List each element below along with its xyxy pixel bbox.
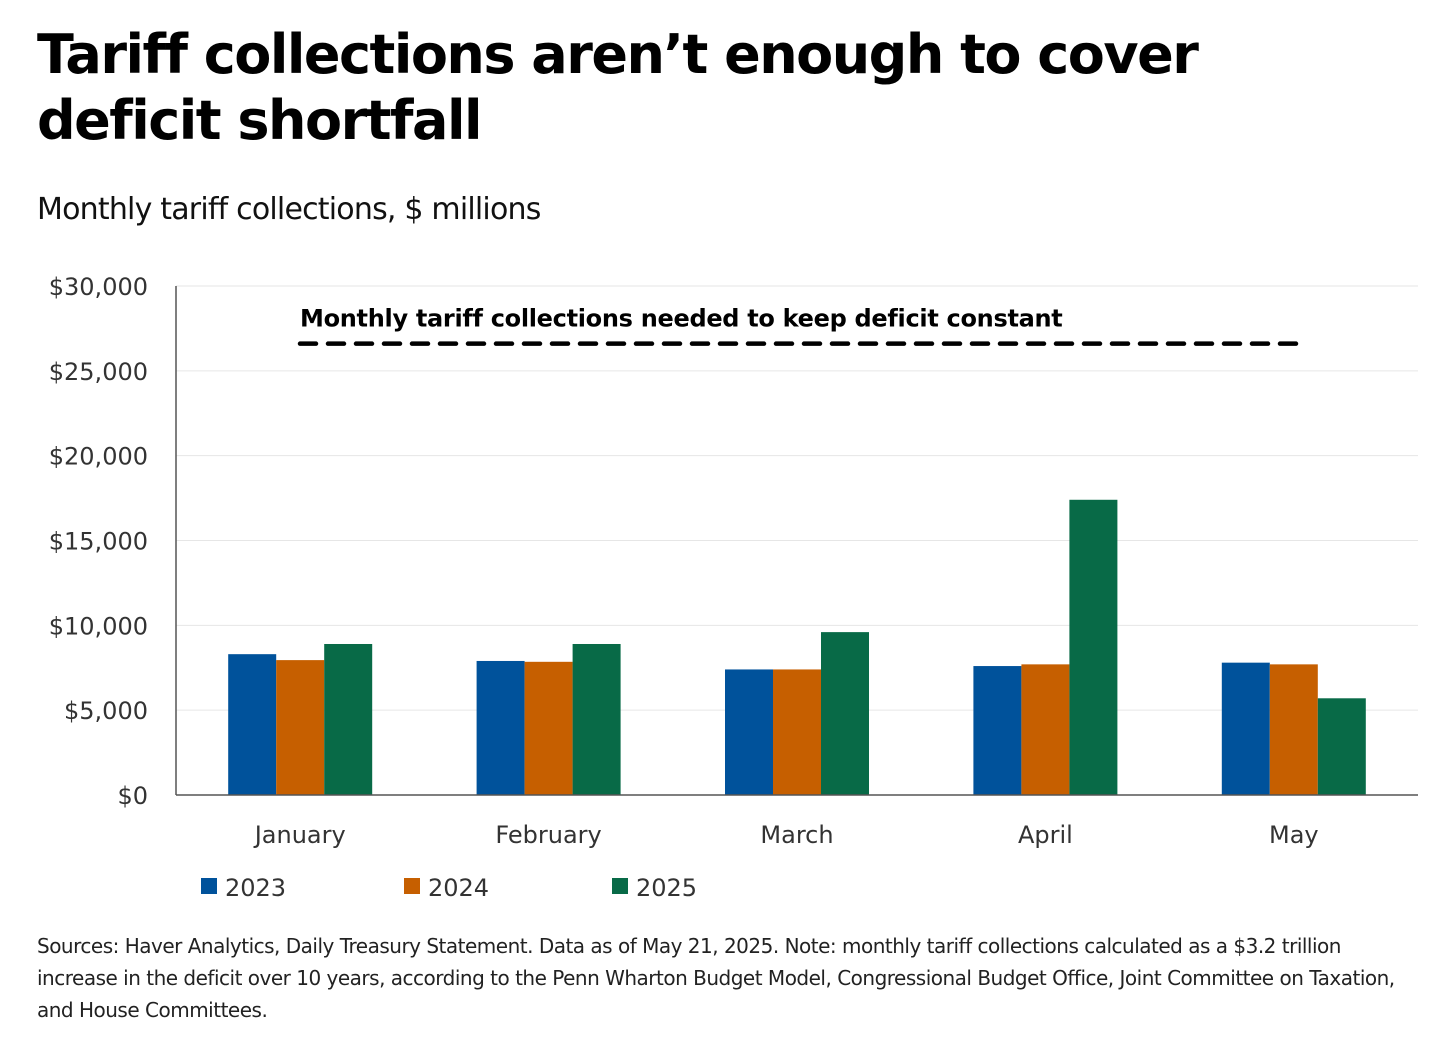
bar-april-2024 bbox=[1021, 664, 1070, 795]
y-tick-label: $25,000 bbox=[49, 358, 148, 386]
bar-group-february bbox=[476, 643, 621, 795]
bar-april-2023 bbox=[973, 666, 1022, 795]
legend-item-2025: 2025 bbox=[612, 874, 697, 902]
gridlines bbox=[176, 285, 1418, 711]
x-category-label: February bbox=[495, 821, 601, 849]
bar-february-2025 bbox=[572, 643, 621, 795]
y-tick-label: $5,000 bbox=[64, 697, 148, 725]
bar-february-2023 bbox=[476, 660, 525, 795]
bar-february-2024 bbox=[524, 661, 573, 795]
x-category-label: March bbox=[760, 821, 833, 849]
x-category-label: April bbox=[1018, 821, 1073, 849]
reference-line-group: Monthly tariff collections needed to kee… bbox=[297, 305, 1301, 346]
bar-january-2023 bbox=[228, 654, 277, 795]
sources-footnote: Sources: Haver Analytics, Daily Treasury… bbox=[37, 934, 1395, 1022]
bar-chart: $0 $5,000 $10,000 $15,000 $20,000 $25,000 $30,… bbox=[49, 273, 1418, 902]
bar-march-2023 bbox=[725, 669, 773, 795]
bar-may-2025 bbox=[1317, 698, 1366, 795]
x-axis-category-labels: January February March April May bbox=[253, 821, 1319, 849]
y-tick-label: $30,000 bbox=[49, 273, 148, 301]
bars bbox=[228, 499, 1366, 795]
bar-january-2024 bbox=[276, 660, 325, 795]
y-tick-label: $10,000 bbox=[49, 612, 148, 640]
bar-march-2025 bbox=[821, 632, 869, 795]
x-category-label: May bbox=[1269, 821, 1319, 849]
legend-swatch bbox=[404, 878, 420, 894]
chart-subtitle: Monthly tariff collections, $ millions bbox=[37, 192, 541, 227]
bar-group-may bbox=[1221, 662, 1366, 795]
legend-item-2024: 2024 bbox=[404, 874, 489, 902]
legend-label: 2025 bbox=[636, 874, 697, 902]
legend-label: 2023 bbox=[225, 874, 286, 902]
legend-swatch bbox=[201, 878, 217, 894]
legend-label: 2024 bbox=[428, 874, 489, 902]
bar-group-march bbox=[725, 632, 869, 795]
bar-may-2024 bbox=[1269, 664, 1318, 795]
y-tick-label: $15,000 bbox=[49, 528, 148, 556]
y-tick-label: $20,000 bbox=[49, 443, 148, 471]
chart-title: Tariff collections aren’t enough to cove… bbox=[37, 23, 1199, 152]
bar-march-2024 bbox=[773, 669, 821, 795]
bar-january-2025 bbox=[324, 643, 373, 795]
y-axis-tick-labels: $0 $5,000 $10,000 $15,000 $20,000 $25,000 $30,… bbox=[49, 273, 148, 810]
bar-may-2023 bbox=[1221, 662, 1270, 795]
legend-swatch bbox=[612, 878, 628, 894]
bar-group-april bbox=[973, 499, 1118, 795]
y-tick-label: $0 bbox=[117, 782, 148, 810]
legend-item-2023: 2023 bbox=[201, 874, 286, 902]
x-category-label: January bbox=[253, 821, 346, 849]
legend: 2023 2024 2025 bbox=[201, 874, 697, 902]
bar-april-2025 bbox=[1069, 499, 1118, 795]
reference-line-label: Monthly tariff collections needed to kee… bbox=[300, 305, 1062, 333]
bar-group-january bbox=[228, 643, 373, 795]
